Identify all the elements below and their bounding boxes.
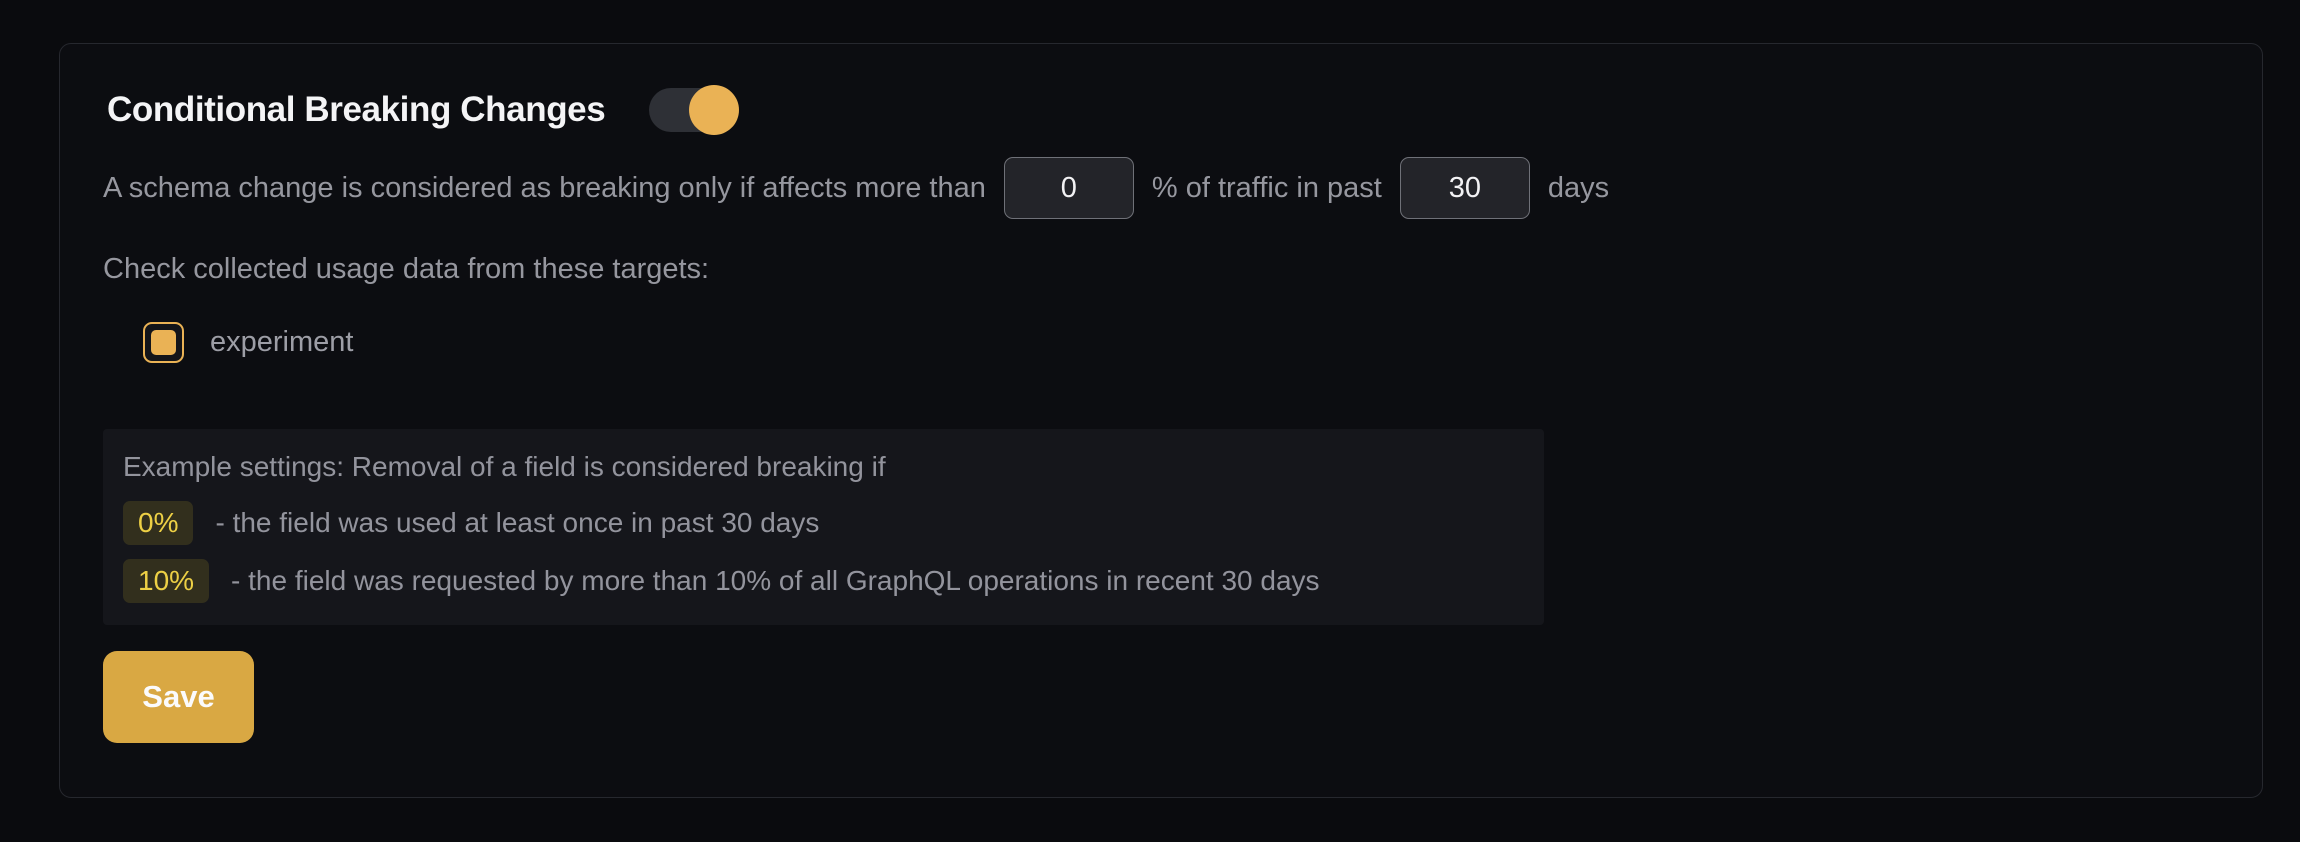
rule-text: - the field was requested by more than 1… — [231, 565, 1320, 596]
toggle-thumb-icon — [689, 85, 740, 135]
card-header: Conditional Breaking Changes — [107, 84, 2219, 136]
target-checkbox-label: experiment — [210, 326, 354, 358]
page-title: Conditional Breaking Changes — [107, 90, 606, 129]
percentage-badge: 10% — [123, 559, 210, 603]
experiment-checkbox[interactable] — [143, 322, 184, 363]
percentage-badge: 0% — [123, 501, 194, 545]
breaking-changes-toggle[interactable] — [649, 85, 740, 135]
rule-text: - the field was used at least once in pa… — [215, 507, 820, 538]
example-settings-box: Example settings: Removal of a field is … — [103, 429, 1544, 625]
threshold-text-middle: % of traffic in past — [1151, 171, 1382, 204]
checkbox-checked-icon — [151, 330, 176, 355]
example-intro-text: Example settings: Removal of a field is … — [123, 451, 886, 482]
threshold-text-suffix: days — [1547, 171, 1610, 204]
targets-label: Check collected usage data from these ta… — [103, 253, 710, 285]
percentage-input[interactable] — [1003, 157, 1134, 219]
save-button[interactable]: Save — [103, 651, 254, 743]
threshold-text-prefix: A schema change is considered as breakin… — [103, 171, 986, 204]
target-checkbox-row[interactable]: experiment — [143, 322, 353, 363]
conditional-breaking-changes-card: Conditional Breaking Changes A schema ch… — [59, 43, 2263, 798]
example-rule-row: 10% - the field was requested by more th… — [123, 559, 1524, 603]
threshold-settings-row: A schema change is considered as breakin… — [103, 157, 2219, 219]
days-input[interactable] — [1399, 157, 1530, 219]
example-rule-row: 0% - the field was used at least once in… — [123, 501, 1524, 545]
